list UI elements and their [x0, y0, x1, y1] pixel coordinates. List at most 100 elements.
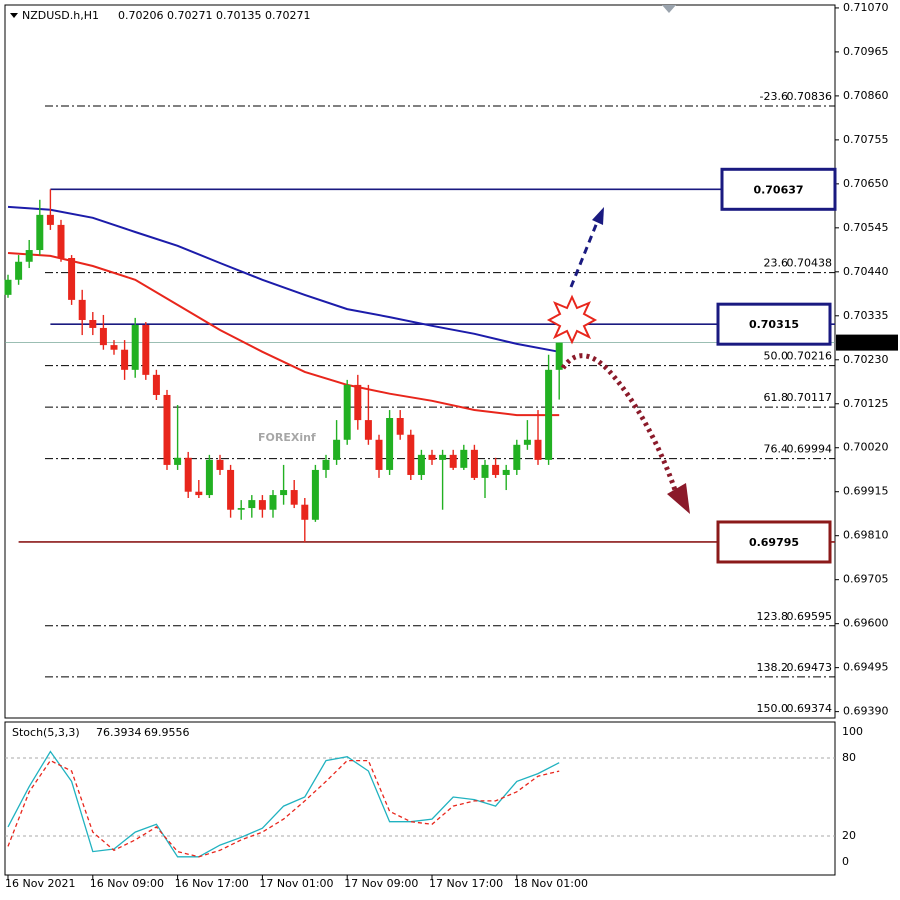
candle-body [205, 459, 213, 496]
y-tick-label: 0.69705 [843, 573, 889, 586]
stoch-line [7, 750, 560, 858]
fib-value: 0.70836 [787, 90, 833, 103]
x-tick-label: 16 Nov 2021 [5, 877, 75, 890]
header-low: 0.70135 [216, 9, 262, 22]
candle-body [311, 469, 319, 520]
breakout-star [546, 294, 598, 345]
candle-body [99, 327, 107, 346]
watermark: FOREXinf [258, 431, 316, 444]
candle-body [280, 490, 288, 496]
candle-body [15, 261, 23, 280]
candle-body [460, 449, 468, 468]
fib-level: 138.2 [757, 661, 789, 674]
candle-body [195, 491, 203, 496]
y-tick-label: 0.70755 [843, 133, 889, 146]
candle-body [174, 457, 182, 465]
stoch-title: Stoch(5,3,3) [12, 726, 80, 739]
fib-value: 0.69374 [787, 702, 833, 715]
candle-body [184, 457, 192, 492]
level-label: 0.70315 [749, 318, 799, 331]
candle-body [121, 349, 129, 370]
candle-body [46, 214, 54, 225]
level-label: 0.69795 [749, 536, 799, 549]
y-tick-label: 0.71070 [843, 1, 889, 14]
main-panel [4, 4, 836, 719]
candle-body [216, 459, 224, 470]
candle-body [343, 384, 351, 440]
candle-body [555, 342, 563, 370]
price-tag [836, 334, 898, 351]
fib-value: 0.70117 [787, 391, 833, 404]
fib-value: 0.69473 [787, 661, 833, 674]
scroll-marker [662, 5, 676, 13]
fib-level: 123.8 [757, 610, 789, 623]
level-label: 0.70637 [753, 183, 803, 196]
overlay-layer: 0.70637 0.70315 0.69795 0.70271 [546, 167, 898, 564]
candle-body [36, 214, 44, 251]
menu-triangle [10, 13, 18, 18]
fib-level: -23.6 [760, 90, 788, 103]
down-arrow [560, 353, 679, 494]
candle-body [492, 464, 500, 475]
y-tick-label: 0.70965 [843, 45, 889, 58]
x-tick-label: 17 Nov 09:00 [344, 877, 418, 890]
moving-average [7, 252, 560, 417]
down-arrow-head [667, 483, 690, 514]
header-close: 0.70271 [265, 9, 311, 22]
candle-body [513, 444, 521, 470]
level-box [716, 520, 832, 564]
stoch-tick-label: 0 [842, 855, 849, 868]
candle-body [110, 345, 118, 350]
candle-body [502, 469, 510, 475]
main-layer [4, 189, 563, 858]
header-open: 0.70206 [118, 9, 164, 22]
candle-body [258, 500, 266, 510]
candle-body [248, 500, 256, 509]
candle-body [227, 469, 235, 510]
candle-body [269, 495, 277, 510]
y-tick-label: 0.69915 [843, 485, 889, 498]
fib-level: 76.4 [764, 443, 789, 456]
candle-body [386, 417, 394, 470]
header-high: 0.70271 [167, 9, 213, 22]
fib-value: 0.70216 [787, 350, 833, 363]
candle-body [131, 325, 139, 370]
x-tick-label: 16 Nov 09:00 [90, 877, 164, 890]
candle-body [57, 224, 65, 258]
level-box [716, 302, 832, 346]
y-tick-label: 0.70020 [843, 441, 889, 454]
candle-body [152, 374, 160, 395]
main-title: NZDUSD.h,H1 [22, 9, 99, 22]
up-arrow [569, 219, 600, 288]
fib-value: 0.69994 [787, 443, 833, 456]
x-tick-label: 18 Nov 01:00 [514, 877, 588, 890]
candle-body [68, 257, 76, 300]
stoch-main-last: 76.3934 [96, 726, 142, 739]
y-tick-label: 0.70860 [843, 89, 889, 102]
y-tick-label: 0.70545 [843, 221, 889, 234]
fib-value: 0.69595 [787, 610, 833, 623]
y-tick-label: 0.70125 [843, 397, 889, 410]
candle-body [470, 449, 478, 478]
candle-body [290, 490, 298, 505]
candle-body [142, 325, 150, 375]
candle-body [333, 439, 341, 460]
y-tick-label: 0.70230 [843, 353, 889, 366]
stoch-line [7, 759, 560, 858]
fib-level: 150.0 [757, 702, 789, 715]
stoch-tick-label: 100 [842, 725, 863, 738]
y-tick-label: 0.69600 [843, 617, 889, 630]
y-tick-label: 0.69390 [843, 705, 889, 718]
stoch-signal-last: 69.9556 [144, 726, 190, 739]
up-arrow-head [592, 207, 604, 225]
candle-body [523, 439, 531, 445]
y-tick-label: 0.69810 [843, 529, 889, 542]
candle-body [534, 439, 542, 460]
x-tick-label: 17 Nov 17:00 [429, 877, 503, 890]
y-tick-label: 0.70335 [843, 309, 889, 322]
candle-body [396, 417, 404, 435]
background-layer: 0.71070 0.70965 0.70860 0.70755 0.70650 0.705… [5, 1, 889, 890]
candle-body [89, 319, 97, 328]
y-tick-label: 0.69495 [843, 661, 889, 674]
